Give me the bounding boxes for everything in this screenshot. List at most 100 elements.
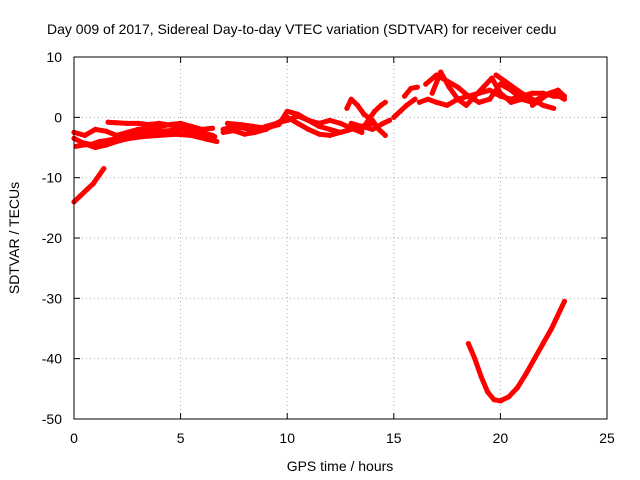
data-point <box>348 126 354 132</box>
data-point <box>327 126 333 132</box>
data-point <box>156 132 162 138</box>
data-point <box>519 96 525 102</box>
y-tick-label: -30 <box>42 290 62 306</box>
data-point <box>514 385 521 391</box>
data-point <box>273 120 280 126</box>
x-axis-label: GPS time / hours <box>287 458 394 474</box>
data-point <box>455 84 461 90</box>
data-point <box>337 120 344 126</box>
data-point <box>97 138 103 145</box>
data-point <box>361 111 367 117</box>
data-point <box>348 120 354 126</box>
data-point <box>508 99 514 105</box>
data-point <box>519 90 525 96</box>
data-point <box>476 99 482 105</box>
data-point <box>97 172 103 178</box>
data-point <box>561 93 568 99</box>
data-point <box>478 374 484 380</box>
data-point <box>135 126 141 132</box>
data-point <box>480 84 486 90</box>
data-point <box>73 143 79 149</box>
data-point <box>365 117 371 123</box>
series-arc-negative-dip <box>465 298 567 404</box>
data-point <box>529 90 536 96</box>
data-point <box>188 126 194 132</box>
data-point <box>412 96 418 102</box>
data-point <box>124 120 130 126</box>
data-point <box>529 96 536 102</box>
data-point <box>444 102 450 108</box>
data-point <box>224 120 231 126</box>
y-tick-label: -50 <box>42 411 62 427</box>
grid-layer <box>74 57 607 419</box>
data-point <box>401 93 408 99</box>
data-point <box>523 371 529 377</box>
data-point <box>372 108 378 114</box>
x-tick-label: 5 <box>177 430 185 446</box>
data-point <box>305 126 312 132</box>
data-point <box>497 398 503 404</box>
data-point <box>540 102 546 108</box>
data-point <box>250 123 256 129</box>
data-point <box>114 120 120 126</box>
data-point <box>369 126 376 132</box>
x-tick-label: 0 <box>70 430 78 446</box>
data-point <box>156 120 162 126</box>
data-point <box>551 105 557 111</box>
data-point <box>126 135 132 141</box>
data-point <box>355 102 361 108</box>
data-point <box>156 128 162 134</box>
data-point <box>167 122 173 128</box>
data-point <box>380 120 386 126</box>
data-point <box>540 341 546 347</box>
data-point <box>404 102 410 108</box>
data-point <box>84 141 90 148</box>
data-point <box>425 96 431 102</box>
data-point <box>549 325 555 332</box>
data-point <box>242 131 248 137</box>
data-point <box>327 132 333 138</box>
data-point <box>465 93 471 99</box>
data-point <box>502 78 508 84</box>
data-point <box>124 129 130 135</box>
data-point <box>472 356 478 362</box>
y-axis-label: SDTVAR / TECUs <box>6 182 22 294</box>
data-point <box>429 90 435 96</box>
data-point <box>359 123 365 129</box>
y-tick-label: -20 <box>42 230 62 246</box>
data-point <box>557 307 563 313</box>
data-point <box>284 108 290 114</box>
data-point <box>555 87 561 93</box>
x-tick-label: 15 <box>386 430 402 446</box>
data-point <box>487 87 493 93</box>
data-point <box>408 85 414 91</box>
data-point <box>231 128 237 134</box>
tick-layer: 0 5 10 15 20 25 -50 -40 -30 -20 -10 0 10 <box>42 49 615 446</box>
data-point <box>391 114 397 120</box>
x-tick-label: 20 <box>493 430 509 446</box>
data-point <box>491 397 497 403</box>
data-point <box>446 84 452 90</box>
data-point <box>493 72 499 78</box>
data-point <box>105 119 111 125</box>
data-point <box>203 136 209 142</box>
data-point <box>497 90 503 96</box>
data-point <box>538 96 544 102</box>
data-point <box>103 142 109 148</box>
data-point <box>252 129 258 135</box>
data-point <box>397 108 403 114</box>
data-point <box>327 117 333 123</box>
data-point <box>220 129 226 135</box>
series-arc-late-1 <box>391 96 418 120</box>
data-point <box>305 117 312 123</box>
data-point <box>295 111 301 117</box>
data-point <box>92 126 98 132</box>
data-point <box>237 122 243 128</box>
data-point <box>561 298 568 304</box>
data-point <box>433 99 439 105</box>
data-point <box>82 132 88 138</box>
data-point <box>416 99 422 105</box>
data-point <box>487 96 493 102</box>
data-point <box>497 81 503 87</box>
data-point <box>529 102 536 108</box>
